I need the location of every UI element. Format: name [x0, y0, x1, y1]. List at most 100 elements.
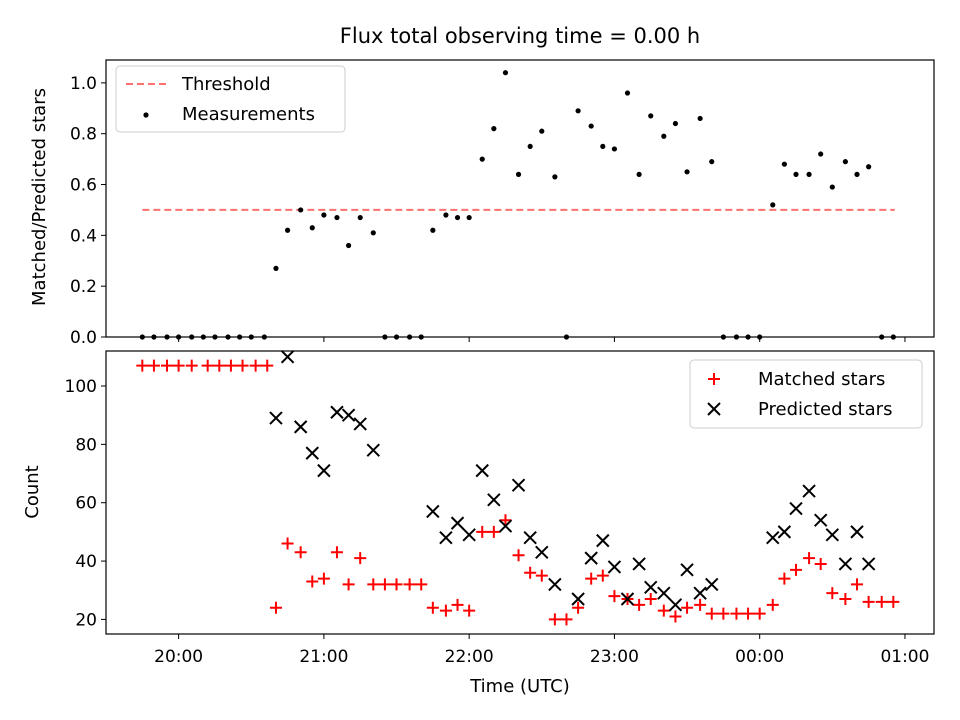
- predicted-star-point: [498, 519, 513, 533]
- matched-star-point: [354, 552, 367, 565]
- measurement-point: [515, 171, 522, 177]
- matched-star-point: [548, 613, 561, 626]
- predicted-star-point: [620, 592, 635, 606]
- matched-star-point: [803, 552, 816, 565]
- matched-star-point: [342, 578, 355, 591]
- predicted-star-point: [280, 350, 295, 364]
- measurement-point: [370, 230, 376, 236]
- bottom-y-tick-label: 80: [75, 435, 97, 455]
- predicted-star-point: [596, 533, 610, 548]
- bottom-y-axis-label: Count: [22, 465, 43, 518]
- matched-star-point: [681, 601, 694, 614]
- predicted-star-point: [838, 557, 853, 571]
- predicted-star-point: [293, 420, 308, 434]
- measurement-point: [552, 174, 558, 180]
- measurement-point: [539, 128, 545, 134]
- measurement-point: [781, 161, 787, 167]
- matched-star-point: [294, 546, 307, 559]
- predicted-star-point: [789, 501, 803, 516]
- bottom-plot-frame: [105, 350, 935, 635]
- predicted-star-point: [341, 408, 356, 422]
- measurement-point: [345, 242, 352, 249]
- matched-star-point: [560, 613, 573, 626]
- matched-star-point: [524, 566, 537, 579]
- matched-star-point: [451, 598, 464, 611]
- matched-star-point: [463, 604, 476, 617]
- measurement-point: [829, 184, 835, 190]
- matched-star-point: [403, 578, 416, 591]
- predicted-star-point: [802, 484, 816, 498]
- predicted-star-point: [584, 551, 598, 565]
- predicted-star-point: [850, 525, 864, 539]
- measurement-point: [770, 202, 776, 208]
- matched-star-point: [161, 359, 174, 372]
- matched-star-point: [476, 525, 489, 538]
- matched-star-point: [224, 359, 237, 372]
- matched-star-point: [535, 569, 548, 582]
- predicted-star-point: [607, 560, 622, 574]
- bottom-x-tick-label: 23:00: [590, 647, 639, 667]
- measurement-point: [575, 108, 581, 114]
- bottom-y-tick-label: 20: [75, 610, 97, 630]
- predicted-star-point: [693, 586, 707, 600]
- predicted-star-point: [548, 577, 562, 592]
- legend-measurements-label: Measurements: [182, 104, 315, 125]
- measurement-point: [648, 113, 654, 119]
- top-y-tick-label: 0.0: [70, 328, 97, 348]
- matched-star-point: [669, 610, 682, 623]
- predicted-star-point: [825, 528, 840, 542]
- measurement-point: [357, 214, 363, 221]
- measurement-point: [443, 212, 449, 218]
- predicted-star-point: [487, 493, 501, 507]
- matched-star-point: [367, 578, 380, 591]
- matched-star-point: [185, 359, 198, 372]
- measurement-point: [806, 171, 812, 177]
- predicted-star-point: [535, 545, 549, 560]
- bottom-legend: Matched stars Predicted stars: [689, 359, 923, 429]
- matched-star-point: [415, 578, 428, 591]
- matched-star-point: [766, 598, 779, 611]
- measurement-point: [298, 207, 304, 213]
- predicted-star-point: [317, 463, 331, 478]
- matched-star-point: [742, 607, 755, 620]
- top-y-tick-label: 1.0: [70, 74, 97, 94]
- matched-star-point: [261, 359, 274, 372]
- matched-star-point: [317, 572, 330, 585]
- matched-star-point: [572, 601, 585, 614]
- measurement-point: [527, 143, 533, 150]
- bottom-x-tick-label: 00:00: [735, 647, 784, 667]
- matched-star-point: [633, 598, 646, 611]
- matched-star-point: [608, 590, 621, 603]
- top-legend: Threshold Measurements: [115, 65, 346, 133]
- measurement-point: [309, 225, 315, 231]
- matched-star-point: [644, 592, 657, 605]
- predicted-star-point: [475, 463, 489, 478]
- predicted-star-point: [766, 531, 780, 545]
- matched-star-point: [236, 359, 249, 372]
- measurement-point: [709, 159, 715, 165]
- bottom-x-tick-label: 22:00: [445, 647, 494, 667]
- measurement-point: [588, 123, 594, 129]
- legend-measurements-swatch: [143, 112, 149, 118]
- measurement-point: [479, 156, 485, 162]
- matched-star-point: [790, 563, 802, 576]
- bottom-x-tick-label: 20:00: [154, 647, 203, 667]
- matched-star-point: [862, 595, 875, 608]
- legend-predicted-swatch: [707, 402, 721, 416]
- measurement-point: [491, 126, 497, 132]
- matched-star-point: [269, 601, 282, 614]
- bottom-y-tick-label: 40: [75, 552, 97, 572]
- predicted-star-point: [523, 531, 537, 545]
- measurement-point: [600, 143, 606, 150]
- matched-star-point: [136, 359, 149, 372]
- measurement-point: [624, 90, 631, 96]
- x-axis-label: Time (UTC): [469, 676, 570, 697]
- bottom-x-tick-label: 21:00: [299, 647, 348, 667]
- matched-star-point: [378, 578, 391, 591]
- matched-star-point: [826, 587, 839, 600]
- measurement-point: [321, 212, 327, 218]
- matched-star-point: [306, 575, 319, 588]
- predicted-star-point: [632, 557, 646, 571]
- matched-star-point: [657, 604, 670, 617]
- bottom-y-tick-label: 100: [65, 377, 97, 397]
